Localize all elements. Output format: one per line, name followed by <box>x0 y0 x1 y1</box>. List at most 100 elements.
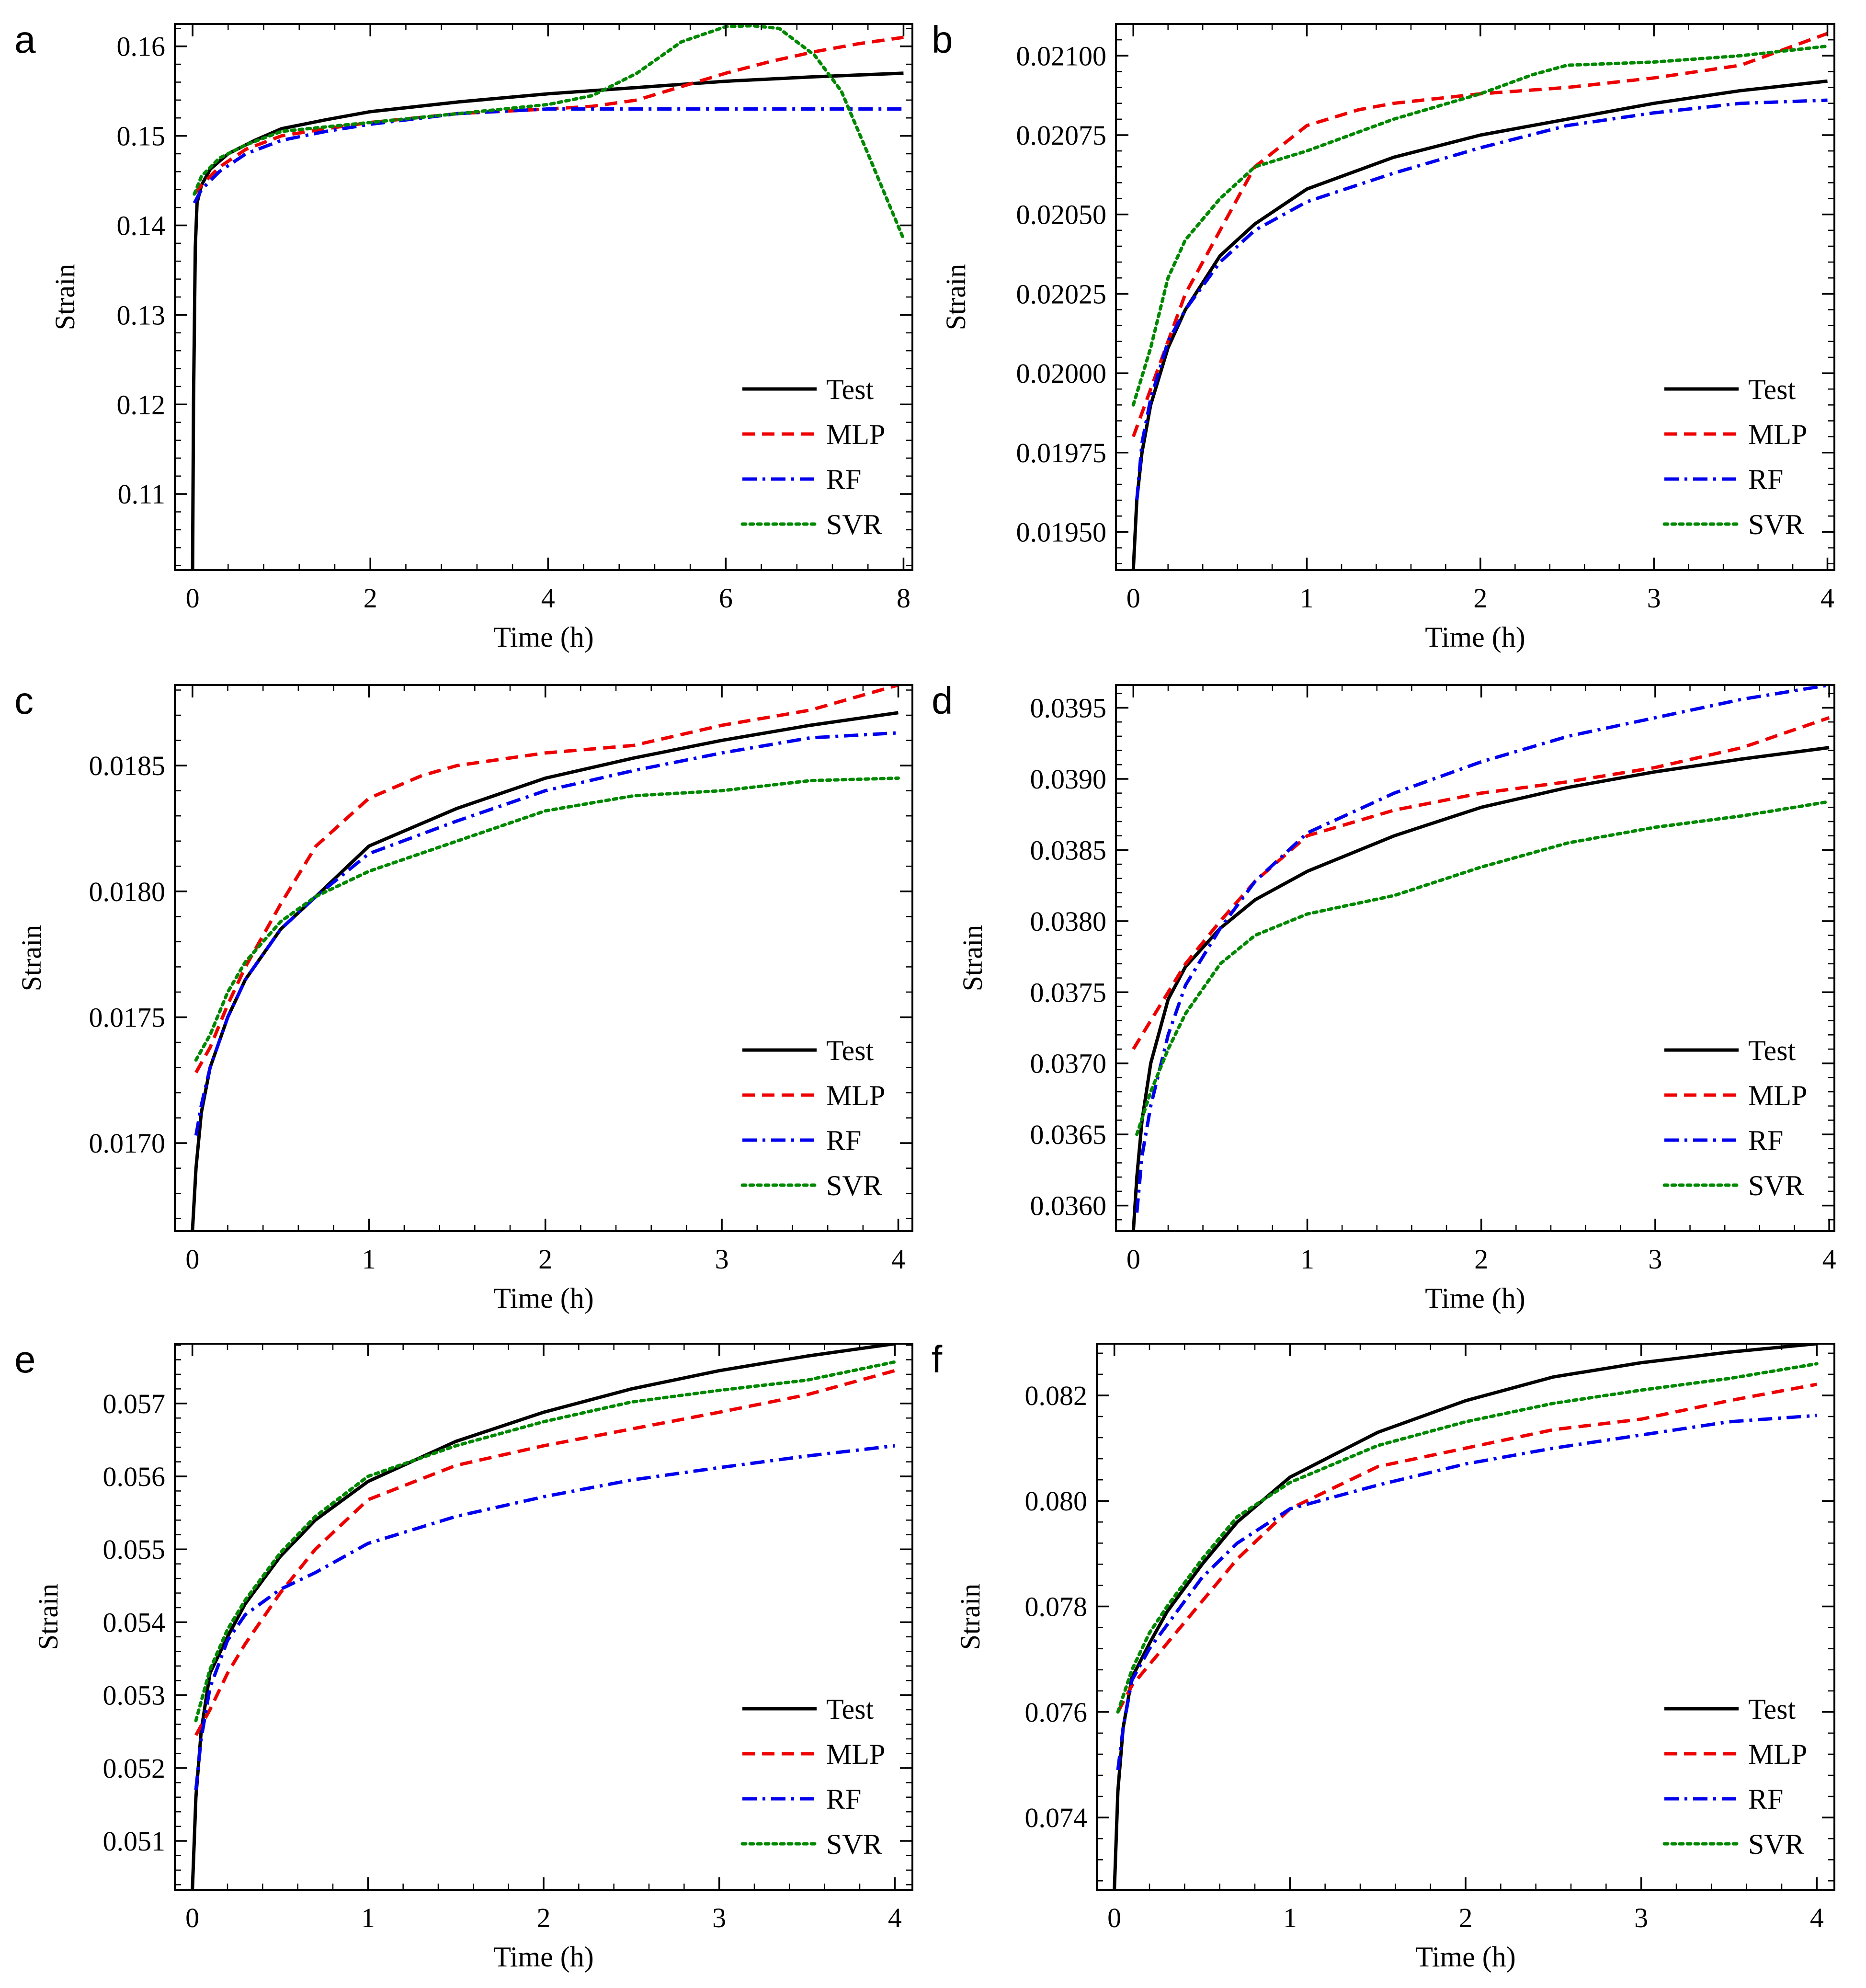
x-tick-label: 0 <box>186 583 200 614</box>
x-tick-label: 4 <box>1810 1902 1824 1933</box>
series-line-svr <box>1131 44 1829 407</box>
x-tick-label: 8 <box>897 583 910 614</box>
legend-label: RF <box>1748 1125 1783 1156</box>
panel-letter: a <box>14 18 36 61</box>
y-tick-label: 0.14 <box>117 210 166 241</box>
x-axis-label: Time (h) <box>1425 1282 1525 1314</box>
y-tick-label: 0.01975 <box>1016 437 1107 468</box>
x-tick-label: 2 <box>537 1902 551 1933</box>
series-line-rf <box>194 731 899 1136</box>
panel-e: e 0 1 2 3 4 0.051 0.052 0.053 0.054 0.055 0.056 0.05… <box>14 1338 913 1973</box>
series-line-rf <box>193 107 904 204</box>
y-tick-label: 0.082 <box>1025 1380 1088 1411</box>
series-line-rf <box>194 1444 895 1790</box>
axes-frame <box>1096 1343 1835 1891</box>
y-tick-label: 0.02050 <box>1016 199 1107 230</box>
legend-label: RF <box>1748 464 1783 495</box>
y-axis-label: Strain <box>33 1584 64 1650</box>
series-group <box>1131 685 1831 1231</box>
panel-a: a 0 2 4 6 8 0.11 0.12 0.13 0.14 0.15 0.16 Time (h) St… <box>14 18 913 653</box>
x-tick-label: 0 <box>185 1244 199 1275</box>
y-tick-label: 0.16 <box>117 31 166 62</box>
panel-letter: b <box>932 18 953 61</box>
series-group <box>1131 32 1829 570</box>
series-line-svr <box>1116 1362 1819 1714</box>
series-group <box>191 685 900 1231</box>
y-tick-label: 0.15 <box>117 121 166 152</box>
series-line-rf <box>1135 98 1828 501</box>
y-tick-label: 0.080 <box>1025 1485 1088 1517</box>
panel-d: d 0 1 2 3 4 0.0360 0.0365 0.0370 0.0375 0.0380 0.03… <box>932 679 1836 1314</box>
series-line-mlp <box>193 35 904 195</box>
y-tick-label: 0.0375 <box>1030 977 1107 1008</box>
y-tick-label: 0.057 <box>103 1388 166 1419</box>
legend-label: Test <box>826 1035 874 1066</box>
axes-frame <box>174 1343 913 1891</box>
series-group <box>1113 1344 1819 1890</box>
x-tick-label: 1 <box>1283 1902 1297 1933</box>
panel-f: f 0 1 2 3 4 0.074 0.076 0.078 0.080 0.082 Time (h) S… <box>932 1338 1835 1973</box>
series-line-svr <box>193 24 905 240</box>
legend-label: RF <box>826 464 861 495</box>
y-tick-label: 0.0380 <box>1030 906 1107 937</box>
y-tick-label: 0.074 <box>1025 1802 1088 1833</box>
series-line-rf <box>1116 1414 1817 1771</box>
legend-label: SVR <box>1748 509 1804 540</box>
y-axis-label: Strain <box>957 925 988 992</box>
x-tick-label: 2 <box>364 583 377 614</box>
legend-label: MLP <box>1748 419 1807 450</box>
legend-label: MLP <box>1748 1080 1807 1111</box>
x-tick-label: 3 <box>1647 583 1661 614</box>
panel-b: b 0 1 2 3 4 0.01950 0.01975 0.02000 0.02025 0.0205… <box>932 18 1835 653</box>
series-line-test <box>1131 746 1830 1231</box>
series-group <box>191 24 905 570</box>
x-axis-label: Time (h) <box>493 1941 593 1973</box>
x-axis-label: Time (h) <box>1415 1941 1515 1973</box>
legend-label: Test <box>826 1693 874 1725</box>
series-line-mlp <box>1116 1382 1817 1713</box>
x-tick-label: 2 <box>538 1244 552 1275</box>
y-tick-label: 0.051 <box>103 1826 166 1857</box>
series-line-rf <box>1135 685 1830 1213</box>
y-axis-label: Strain <box>955 1584 986 1650</box>
legend-label: RF <box>826 1125 861 1156</box>
panel-letter: c <box>14 679 34 722</box>
legend-label: RF <box>1748 1783 1783 1815</box>
y-axis-label: Strain <box>940 264 971 331</box>
y-axis-label: Strain <box>49 264 80 331</box>
y-tick-label: 0.0175 <box>89 1002 166 1033</box>
y-tick-label: 0.0385 <box>1030 834 1107 866</box>
x-tick-label: 4 <box>1820 583 1834 614</box>
x-tick-label: 2 <box>1459 1902 1473 1933</box>
legend-label: SVR <box>1748 1828 1804 1860</box>
y-tick-label: 0.055 <box>103 1534 166 1565</box>
series-line-test <box>191 1344 895 1890</box>
legend-label: MLP <box>826 1738 885 1770</box>
legend-label: Test <box>1748 1035 1796 1066</box>
y-tick-label: 0.02000 <box>1016 358 1107 389</box>
x-tick-label: 2 <box>1473 583 1487 614</box>
x-tick-label: 1 <box>361 1902 375 1933</box>
panel-c: c 0 1 2 3 4 0.0170 0.0175 0.0180 0.0185 Time (h) St… <box>14 679 913 1314</box>
y-tick-label: 0.078 <box>1025 1591 1088 1622</box>
series-line-svr <box>194 1360 897 1723</box>
x-tick-label: 6 <box>719 583 733 614</box>
series-line-svr <box>1135 800 1831 1136</box>
y-tick-label: 0.01950 <box>1016 516 1107 548</box>
x-tick-label: 0 <box>1126 583 1140 614</box>
y-tick-label: 0.13 <box>117 299 166 331</box>
series-line-mlp <box>194 1369 896 1736</box>
legend-label: SVR <box>1748 1170 1804 1201</box>
legend-label: MLP <box>1748 1738 1807 1770</box>
y-tick-label: 0.0395 <box>1030 693 1107 724</box>
y-tick-label: 0.056 <box>103 1461 166 1492</box>
y-tick-label: 0.0390 <box>1030 764 1107 795</box>
x-axis-label: Time (h) <box>493 621 593 653</box>
y-tick-label: 0.076 <box>1025 1697 1088 1728</box>
x-tick-label: 4 <box>891 1244 905 1275</box>
x-tick-label: 4 <box>1822 1244 1836 1275</box>
x-tick-label: 4 <box>541 583 555 614</box>
legend-label: Test <box>826 374 874 405</box>
legend-label: Test <box>1748 374 1796 405</box>
